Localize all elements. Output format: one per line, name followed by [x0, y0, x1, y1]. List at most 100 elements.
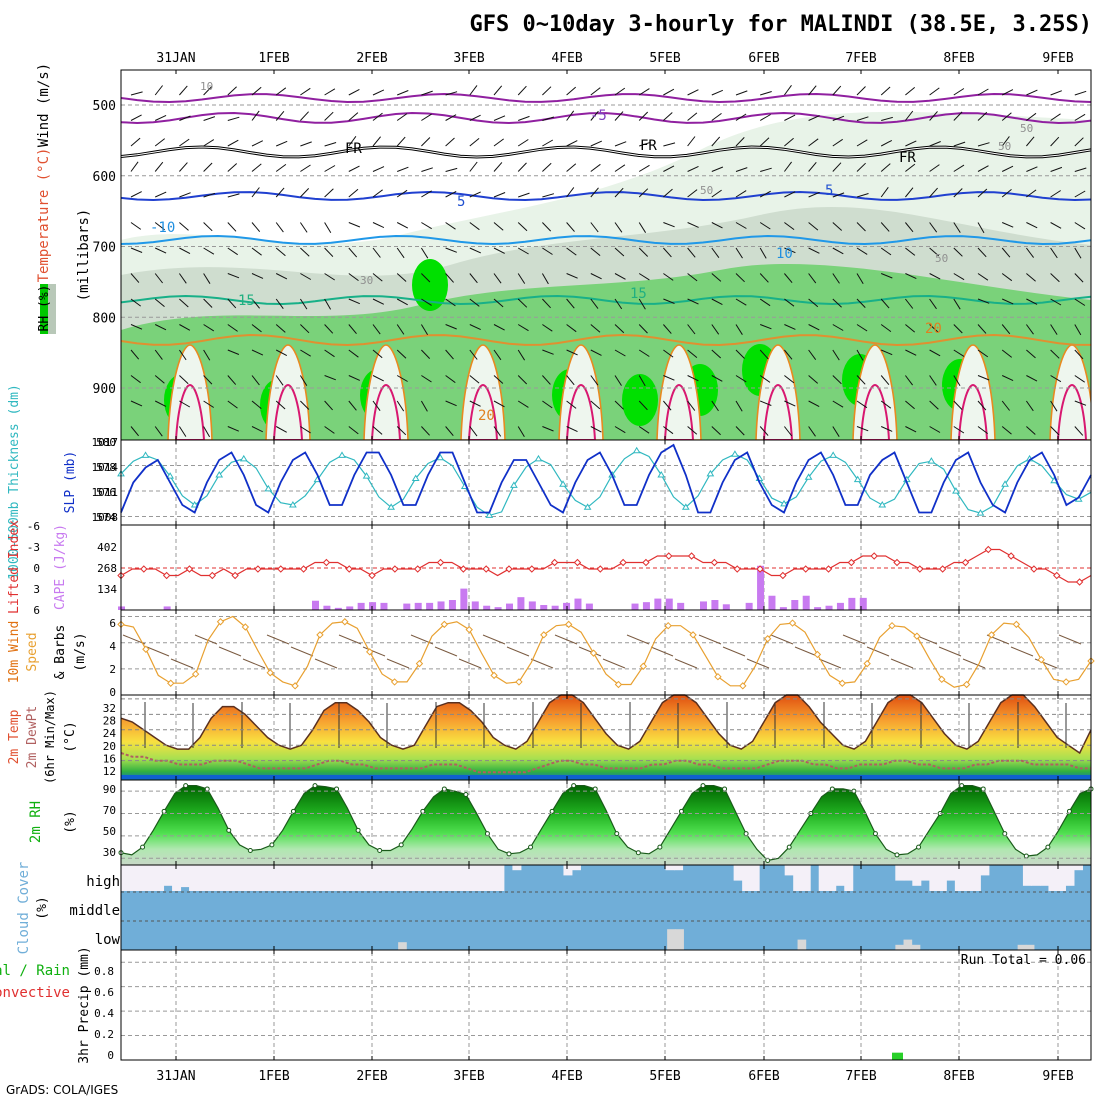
wind-barb	[735, 167, 748, 172]
slp-tick: 1011	[92, 486, 119, 499]
wind-barb	[1001, 273, 1013, 282]
wind-barb	[542, 247, 553, 255]
wind-barb	[808, 349, 817, 360]
wind-barb	[179, 222, 189, 231]
wind-barb	[203, 139, 215, 147]
upper-air-panel	[40, 70, 1091, 440]
cloud-high-gap	[1065, 865, 1075, 886]
wind-barb	[590, 324, 601, 333]
cape-bar	[642, 602, 650, 610]
wind-barb	[324, 298, 332, 310]
cloud-high-gap	[903, 865, 913, 881]
wind-barb	[759, 247, 767, 259]
wind-barb	[396, 375, 408, 382]
wind-barb	[324, 273, 335, 281]
rh2m-line-point	[355, 827, 361, 833]
wind-barb	[203, 247, 215, 255]
contour-label: -5	[590, 108, 607, 124]
thickness-line-point	[141, 451, 150, 458]
warm-contour	[957, 383, 989, 440]
wind-barb	[275, 222, 284, 233]
rh2m-line	[120, 784, 1092, 862]
cape-bar	[403, 603, 411, 610]
wind-speed-line-point	[863, 659, 871, 668]
date-label-top: 6FEB	[748, 51, 779, 66]
wind-barb-10m	[218, 646, 242, 657]
wind-barb	[977, 88, 989, 96]
date-label-top: 8FEB	[943, 51, 974, 66]
wind-barb	[953, 88, 965, 96]
wind-barb	[154, 400, 167, 407]
wind10-speed-label: Speed	[25, 632, 40, 671]
wind-barb	[856, 349, 864, 361]
cloud-high-gap	[793, 865, 803, 891]
wind-barb	[300, 188, 310, 198]
wind-barb	[300, 247, 310, 257]
rh2m-line-point	[657, 844, 663, 850]
wind-barb	[905, 375, 913, 386]
wind-barb	[396, 247, 405, 259]
wind-barb	[977, 298, 990, 304]
li-line-point	[391, 565, 399, 573]
li-line-point	[710, 558, 719, 567]
wind-barb	[759, 114, 771, 121]
wind-barb	[1026, 89, 1038, 96]
date-label-bottom: 31JAN	[156, 1069, 195, 1084]
cape-bar	[631, 603, 639, 610]
wind-barb	[275, 375, 284, 386]
wind-barb	[808, 375, 819, 384]
wind-barb	[517, 324, 529, 332]
cloud-high-gap	[827, 865, 837, 891]
wind-barb	[469, 114, 481, 121]
wind-barb	[614, 111, 624, 121]
cloud-low-gap	[797, 939, 807, 950]
wind-barb	[1026, 112, 1037, 121]
wind-barb	[905, 140, 917, 147]
wind-barb	[663, 188, 673, 198]
wind-barb	[832, 192, 845, 198]
wind-barb	[880, 426, 893, 432]
cape-bar	[517, 597, 525, 610]
thickness-line-point	[583, 503, 592, 510]
wind-barb	[735, 349, 745, 359]
cape-bar	[414, 602, 422, 610]
wind-barb-10m	[458, 658, 482, 669]
cloud-high-gap	[571, 865, 581, 871]
temp-contour-minus10	[121, 92, 1091, 104]
wind-barb	[784, 298, 795, 307]
wind-barb	[1074, 298, 1086, 306]
cape-tick: 134	[97, 583, 117, 596]
cloud-high-gap	[954, 865, 964, 891]
wind-barb	[977, 165, 989, 172]
wind-speed-line-point	[167, 679, 175, 687]
wind-barb-10m	[578, 646, 602, 657]
cloud-high-gap	[665, 865, 675, 871]
wind-barb	[977, 273, 989, 281]
wind-barb	[1050, 136, 1060, 147]
wind-barb	[348, 273, 359, 282]
wind-barb-10m	[530, 658, 554, 669]
wind-barb	[1050, 273, 1060, 283]
cape-bar	[426, 602, 434, 610]
wind-speed-line-point	[515, 678, 523, 686]
temp-axis-label: Temperature (°C)	[36, 148, 52, 283]
cloud-high-gap	[257, 865, 267, 891]
wind-barb-10m	[482, 634, 506, 645]
wind-barb	[566, 247, 577, 256]
wind-barb	[590, 163, 601, 172]
wind-barb	[953, 164, 965, 172]
wind-barb	[300, 273, 312, 280]
cloud-high-gap	[189, 865, 199, 891]
wind-barb	[227, 375, 237, 385]
wind-barb	[929, 187, 938, 198]
thickness-line-point	[632, 446, 641, 454]
wind-barb	[372, 375, 384, 382]
li-tick: 6	[33, 604, 40, 617]
warm-contour	[762, 383, 794, 440]
wind-barb	[493, 115, 506, 121]
li-line-point	[505, 565, 513, 573]
thickness-line-point	[239, 454, 248, 462]
cloud-high-gap	[384, 865, 394, 891]
cloud-high-gap	[920, 865, 930, 881]
wind-speed-line-point	[366, 648, 374, 656]
